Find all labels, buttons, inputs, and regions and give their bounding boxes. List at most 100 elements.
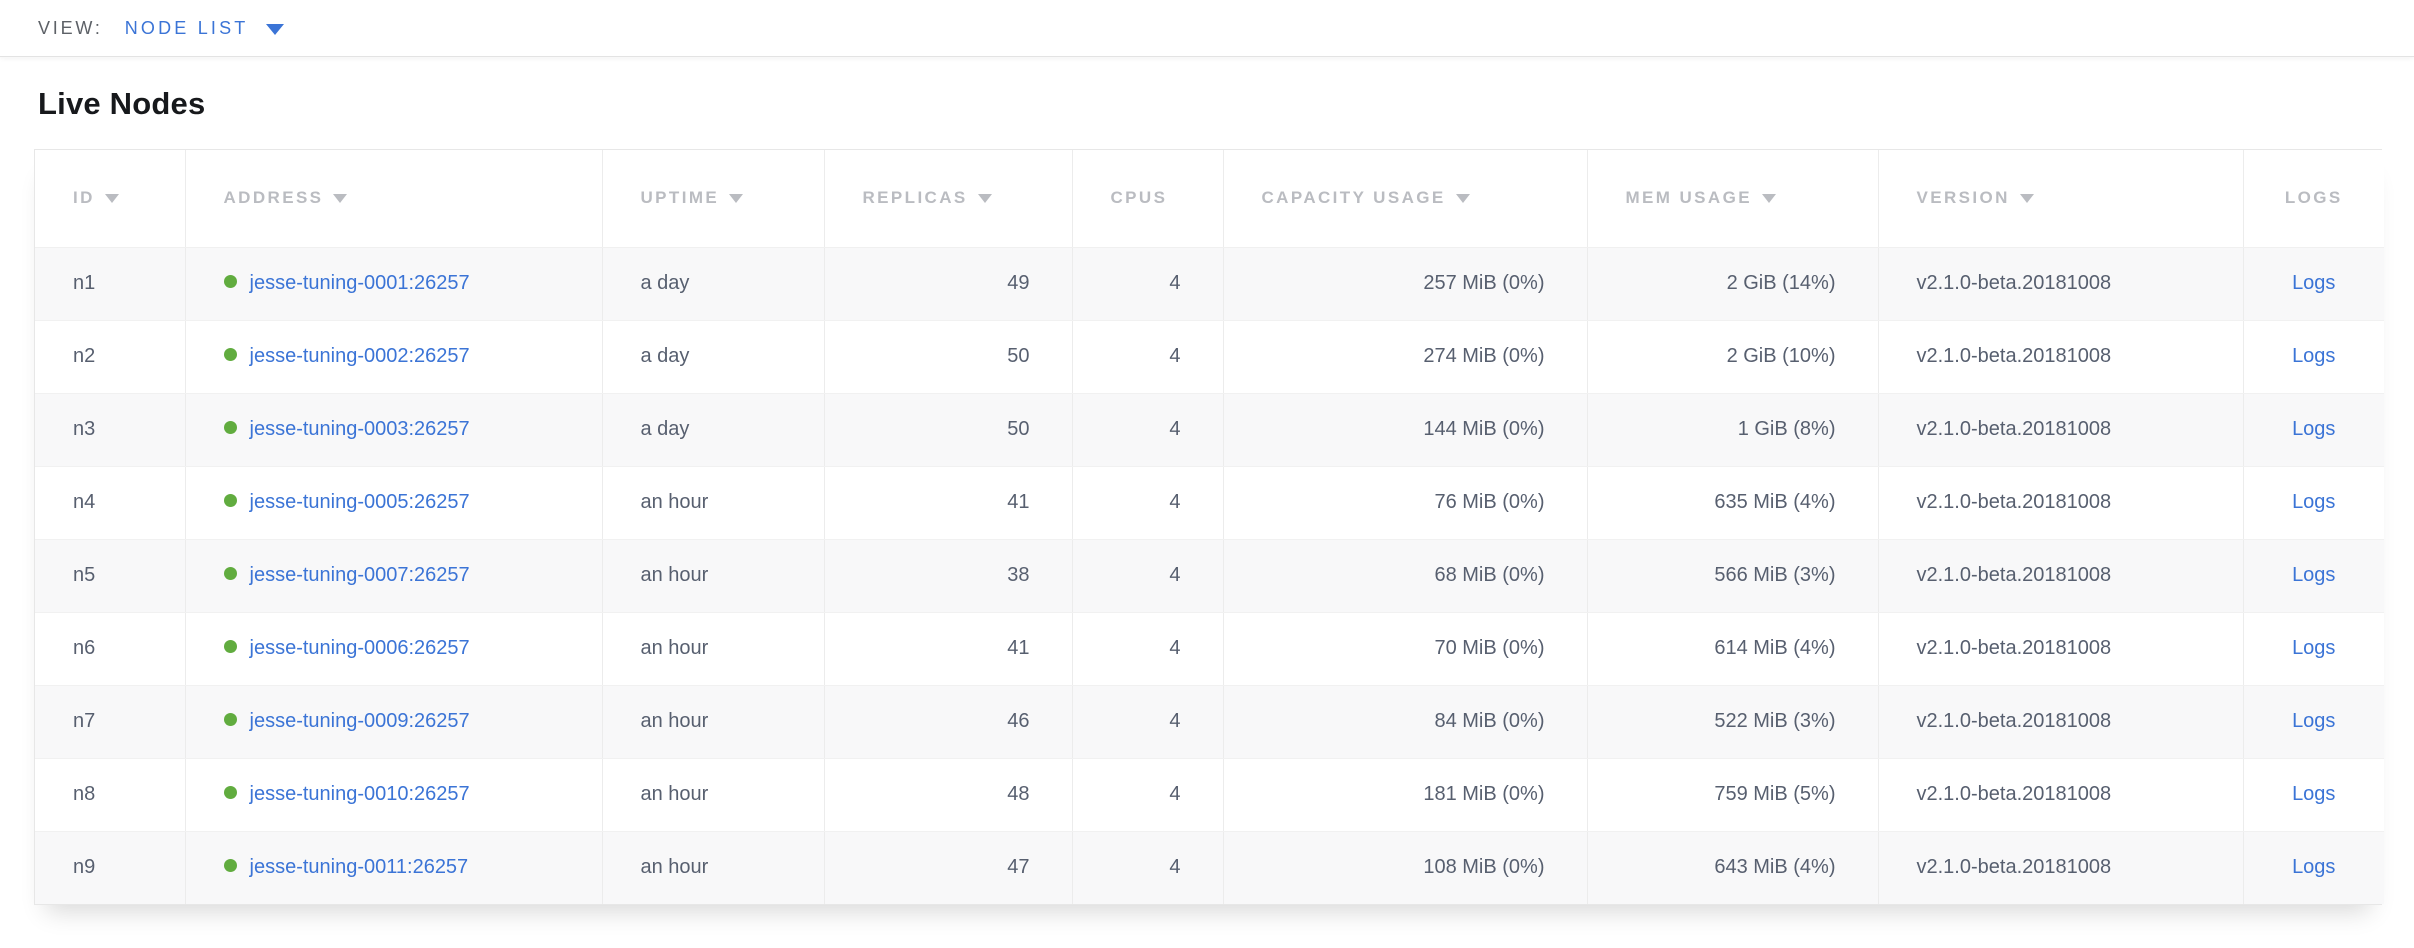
sort-desc-icon bbox=[104, 194, 119, 204]
uptime-cell: an hour bbox=[601, 831, 824, 904]
replicas-cell: 46 bbox=[823, 685, 1072, 759]
cpus-cell: 4 bbox=[1071, 685, 1223, 759]
column-header-label: MEM USAGE bbox=[1625, 188, 1752, 208]
sort-desc-icon bbox=[1761, 194, 1776, 204]
uptime-cell: an hour bbox=[601, 466, 824, 540]
view-dropdown[interactable]: NODE LIST bbox=[125, 18, 284, 39]
column-header-replicas[interactable]: REPLICAS bbox=[823, 150, 1072, 248]
version-cell: v2.1.0-beta.20181008 bbox=[1877, 247, 2243, 321]
logs-link[interactable]: Logs bbox=[2292, 564, 2336, 586]
column-header-uptime[interactable]: UPTIME bbox=[601, 150, 824, 248]
node-id-cell: n2 bbox=[35, 320, 185, 394]
column-header-label: CAPACITY USAGE bbox=[1261, 188, 1446, 208]
live-nodes-table-container: ID ADDRESS UPTIME REPLICAS CPUS CAPACITY USAG… bbox=[34, 149, 2384, 905]
table-row: n8 jesse-tuning-0010:26257 an hour 48 4 181 M… bbox=[35, 758, 2384, 832]
address-cell: jesse-tuning-0006:26257 bbox=[184, 612, 602, 686]
column-header-label: REPLICAS bbox=[862, 188, 968, 208]
version-cell: v2.1.0-beta.20181008 bbox=[1877, 466, 2243, 540]
capacity-usage-cell: 181 MiB (0%) bbox=[1222, 758, 1587, 832]
cpus-cell: 4 bbox=[1071, 247, 1223, 321]
address-cell: jesse-tuning-0007:26257 bbox=[184, 539, 602, 613]
capacity-usage-cell: 76 MiB (0%) bbox=[1222, 466, 1587, 540]
cpus-cell: 4 bbox=[1071, 320, 1223, 394]
logs-cell: Logs bbox=[2242, 393, 2384, 467]
table-row: n3 jesse-tuning-0003:26257 a day 50 4 144 MiB… bbox=[35, 393, 2384, 467]
logs-link[interactable]: Logs bbox=[2292, 856, 2336, 879]
address-link[interactable]: jesse-tuning-0010:26257 bbox=[249, 783, 470, 805]
table-body: n1 jesse-tuning-0001:26257 a day 49 4 257 MiB… bbox=[35, 247, 2384, 904]
address-link[interactable]: jesse-tuning-0002:26257 bbox=[249, 345, 470, 367]
table-row: n2 jesse-tuning-0002:26257 a day 50 4 274 MiB… bbox=[35, 320, 2384, 394]
address-link[interactable]: jesse-tuning-0007:26257 bbox=[249, 564, 470, 586]
address-link[interactable]: jesse-tuning-0001:26257 bbox=[249, 272, 470, 294]
node-id-cell: n8 bbox=[35, 758, 185, 832]
column-header-label: ID bbox=[73, 188, 95, 208]
node-id-cell: n9 bbox=[35, 831, 185, 904]
logs-cell: Logs bbox=[2242, 320, 2384, 394]
node-healthy-dot-icon bbox=[223, 421, 237, 434]
column-header-mem_usage[interactable]: MEM USAGE bbox=[1586, 150, 1878, 248]
version-cell: v2.1.0-beta.20181008 bbox=[1877, 685, 2243, 759]
uptime-cell: an hour bbox=[601, 758, 824, 832]
address-cell: jesse-tuning-0011:26257 bbox=[184, 831, 602, 904]
replicas-cell: 49 bbox=[823, 247, 1072, 321]
column-header-id[interactable]: ID bbox=[35, 150, 185, 248]
version-cell: v2.1.0-beta.20181008 bbox=[1877, 612, 2243, 686]
node-healthy-dot-icon bbox=[223, 786, 237, 799]
mem-usage-cell: 614 MiB (4%) bbox=[1586, 612, 1878, 686]
replicas-cell: 47 bbox=[823, 831, 1072, 904]
sort-desc-icon bbox=[2019, 194, 2034, 204]
cpus-cell: 4 bbox=[1071, 466, 1223, 540]
column-header-capacity_usage[interactable]: CAPACITY USAGE bbox=[1222, 150, 1587, 248]
version-cell: v2.1.0-beta.20181008 bbox=[1877, 758, 2243, 832]
address-link[interactable]: jesse-tuning-0003:26257 bbox=[249, 418, 470, 440]
address-link[interactable]: jesse-tuning-0009:26257 bbox=[249, 710, 470, 732]
node-healthy-dot-icon bbox=[223, 567, 237, 580]
replicas-cell: 50 bbox=[823, 320, 1072, 394]
column-header-label: ADDRESS bbox=[223, 188, 324, 208]
uptime-cell: an hour bbox=[601, 539, 824, 613]
column-header-label: CPUS bbox=[1110, 188, 1168, 208]
logs-link[interactable]: Logs bbox=[2292, 345, 2336, 367]
logs-cell: Logs bbox=[2242, 685, 2384, 759]
address-link[interactable]: jesse-tuning-0011:26257 bbox=[249, 856, 469, 879]
table-row: n9 jesse-tuning-0011:26257 an hour 47 4 108 M… bbox=[35, 831, 2384, 904]
version-cell: v2.1.0-beta.20181008 bbox=[1877, 539, 2243, 613]
sort-desc-icon bbox=[1455, 194, 1470, 204]
node-healthy-dot-icon bbox=[223, 859, 237, 873]
node-id-cell: n5 bbox=[35, 539, 185, 613]
sort-desc-icon bbox=[333, 194, 348, 204]
mem-usage-cell: 2 GiB (14%) bbox=[1586, 247, 1878, 321]
node-id-cell: n1 bbox=[35, 247, 185, 321]
logs-cell: Logs bbox=[2242, 758, 2384, 832]
caret-down-icon bbox=[265, 23, 284, 35]
page-title: Live Nodes bbox=[38, 86, 206, 121]
cpus-cell: 4 bbox=[1071, 831, 1223, 904]
table-row: n4 jesse-tuning-0005:26257 an hour 41 4 76 Mi… bbox=[35, 466, 2384, 540]
column-header-label: UPTIME bbox=[640, 188, 720, 208]
address-link[interactable]: jesse-tuning-0006:26257 bbox=[249, 637, 470, 659]
mem-usage-cell: 643 MiB (4%) bbox=[1586, 831, 1878, 904]
mem-usage-cell: 635 MiB (4%) bbox=[1586, 466, 1878, 540]
logs-cell: Logs bbox=[2242, 539, 2384, 613]
logs-link[interactable]: Logs bbox=[2292, 272, 2336, 294]
column-header-version[interactable]: VERSION bbox=[1877, 150, 2243, 248]
column-header-label: LOGS bbox=[2284, 188, 2343, 208]
address-link[interactable]: jesse-tuning-0005:26257 bbox=[249, 491, 470, 513]
live-nodes-table: ID ADDRESS UPTIME REPLICAS CPUS CAPACITY USAG… bbox=[35, 150, 2384, 904]
node-id-cell: n3 bbox=[35, 393, 185, 467]
logs-link[interactable]: Logs bbox=[2292, 783, 2336, 805]
capacity-usage-cell: 257 MiB (0%) bbox=[1222, 247, 1587, 321]
logs-link[interactable]: Logs bbox=[2292, 637, 2336, 659]
capacity-usage-cell: 144 MiB (0%) bbox=[1222, 393, 1587, 467]
logs-link[interactable]: Logs bbox=[2292, 418, 2336, 440]
column-header-address[interactable]: ADDRESS bbox=[184, 150, 602, 248]
table-header-row: ID ADDRESS UPTIME REPLICAS CPUS CAPACITY USAG… bbox=[35, 150, 2384, 248]
logs-link[interactable]: Logs bbox=[2292, 710, 2336, 732]
logs-link[interactable]: Logs bbox=[2292, 491, 2336, 513]
version-cell: v2.1.0-beta.20181008 bbox=[1877, 393, 2243, 467]
mem-usage-cell: 1 GiB (8%) bbox=[1586, 393, 1878, 467]
uptime-cell: a day bbox=[601, 393, 824, 467]
replicas-cell: 41 bbox=[823, 612, 1072, 686]
capacity-usage-cell: 108 MiB (0%) bbox=[1222, 831, 1587, 904]
